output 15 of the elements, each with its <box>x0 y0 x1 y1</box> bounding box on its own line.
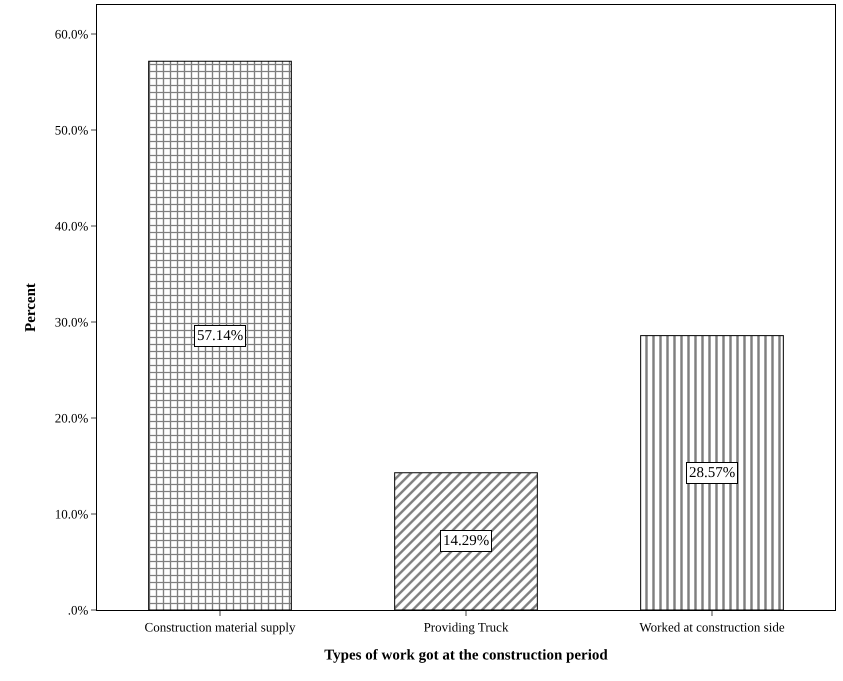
y-tick-label: .0% <box>68 602 89 618</box>
data-label: 28.57% <box>689 465 736 481</box>
x-tick-label: Construction material supply <box>144 620 296 635</box>
data-label: 14.29% <box>443 533 490 549</box>
y-tick-label: 30.0% <box>54 314 89 330</box>
y-tick-label: 20.0% <box>54 410 89 426</box>
data-label: 57.14% <box>197 328 244 344</box>
y-tick-label: 40.0% <box>54 218 89 234</box>
y-axis-title: Percent <box>23 283 40 332</box>
x-axis-title: Types of work got at the construction period <box>324 648 608 664</box>
x-tick-label: Providing Truck <box>424 620 509 635</box>
x-tick-label: Worked at construction side <box>639 620 785 635</box>
y-tick-label: 10.0% <box>54 506 89 522</box>
y-tick-label: 60.0% <box>54 26 89 42</box>
y-tick-label: 50.0% <box>54 122 89 138</box>
